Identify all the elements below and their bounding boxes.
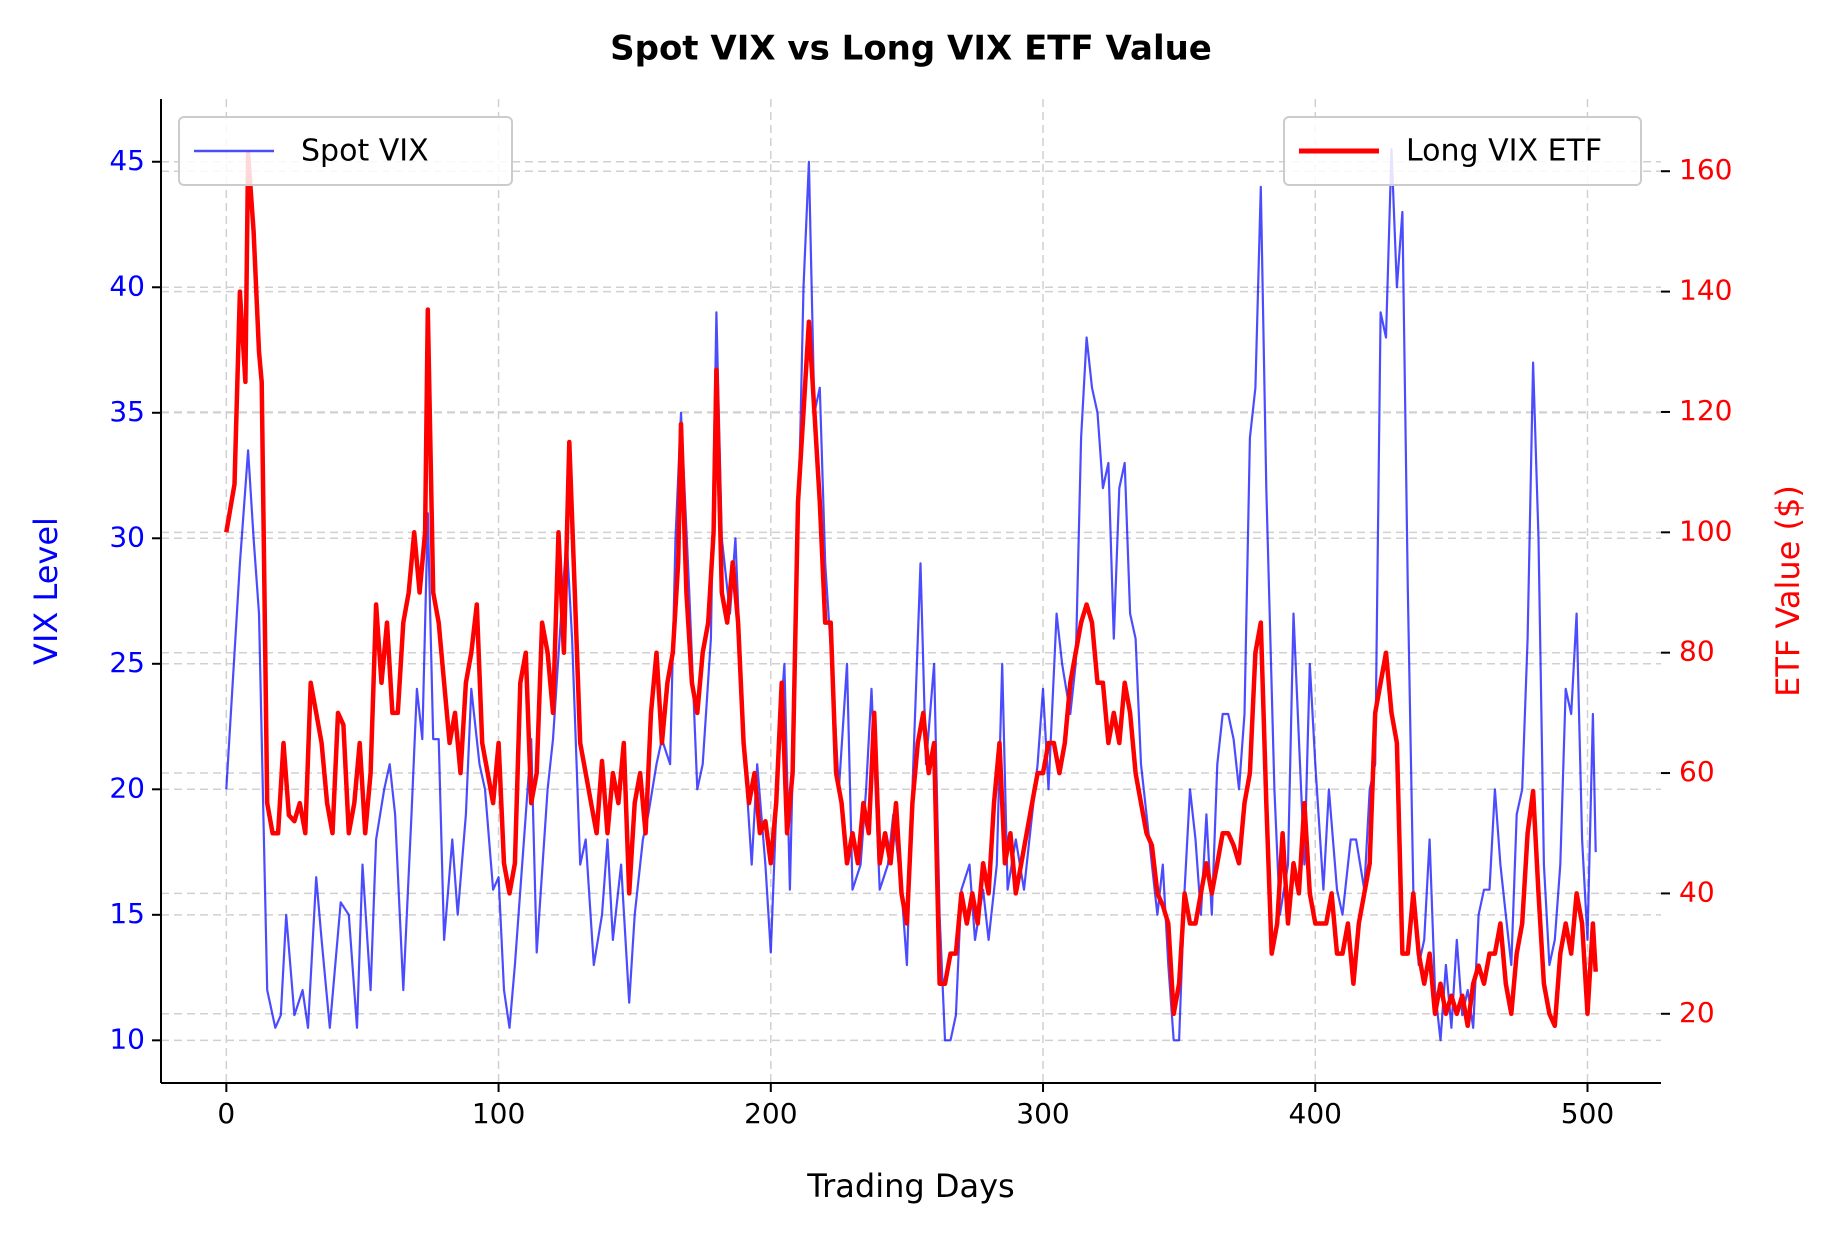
legend: Long VIX ETF — [1283, 116, 1642, 186]
y-tick-label: 35 — [109, 395, 145, 428]
x-tick-label: 500 — [1561, 1097, 1614, 1130]
legend-label: Long VIX ETF — [1406, 134, 1602, 169]
y-axis-label: VIX Level — [27, 517, 65, 665]
legend-box — [1283, 116, 1642, 186]
legend-label: Spot VIX — [301, 134, 429, 169]
chart-title: Spot VIX vs Long VIX ETF Value — [610, 29, 1212, 69]
y-tick-label: 40 — [109, 269, 145, 302]
y-tick-label: 10 — [109, 1022, 145, 1055]
y2-tick-label: 20 — [1679, 996, 1715, 1029]
y2-tick-label: 120 — [1679, 394, 1732, 427]
y2-axis-label: ETF Value ($) — [1769, 485, 1807, 697]
x-tick-label: 200 — [744, 1097, 797, 1130]
y-tick-label: 30 — [109, 520, 145, 553]
y-tick-label: 45 — [109, 144, 145, 177]
series-line — [224, 150, 1598, 1029]
series-line — [225, 148, 1597, 1042]
x-tick-label: 300 — [1016, 1097, 1069, 1130]
x-tick-label: 400 — [1289, 1097, 1342, 1130]
y-tick-label: 25 — [109, 646, 145, 679]
y2-tick-label: 80 — [1679, 635, 1715, 668]
x-tick-label: 100 — [472, 1097, 525, 1130]
legend-box — [178, 116, 513, 186]
x-axis-label: Trading Days — [806, 1167, 1014, 1205]
y2-tick-label: 40 — [1679, 875, 1715, 908]
y2-tick-label: 160 — [1679, 153, 1732, 186]
y2-tick-label: 100 — [1679, 514, 1732, 547]
y2-tick-label: 60 — [1679, 755, 1715, 788]
y2-tick-label: 140 — [1679, 274, 1732, 307]
y-tick-label: 20 — [109, 771, 145, 804]
legend: Spot VIX — [178, 116, 513, 186]
x-tick-label: 0 — [217, 1097, 235, 1130]
y-tick-label: 15 — [109, 897, 145, 930]
